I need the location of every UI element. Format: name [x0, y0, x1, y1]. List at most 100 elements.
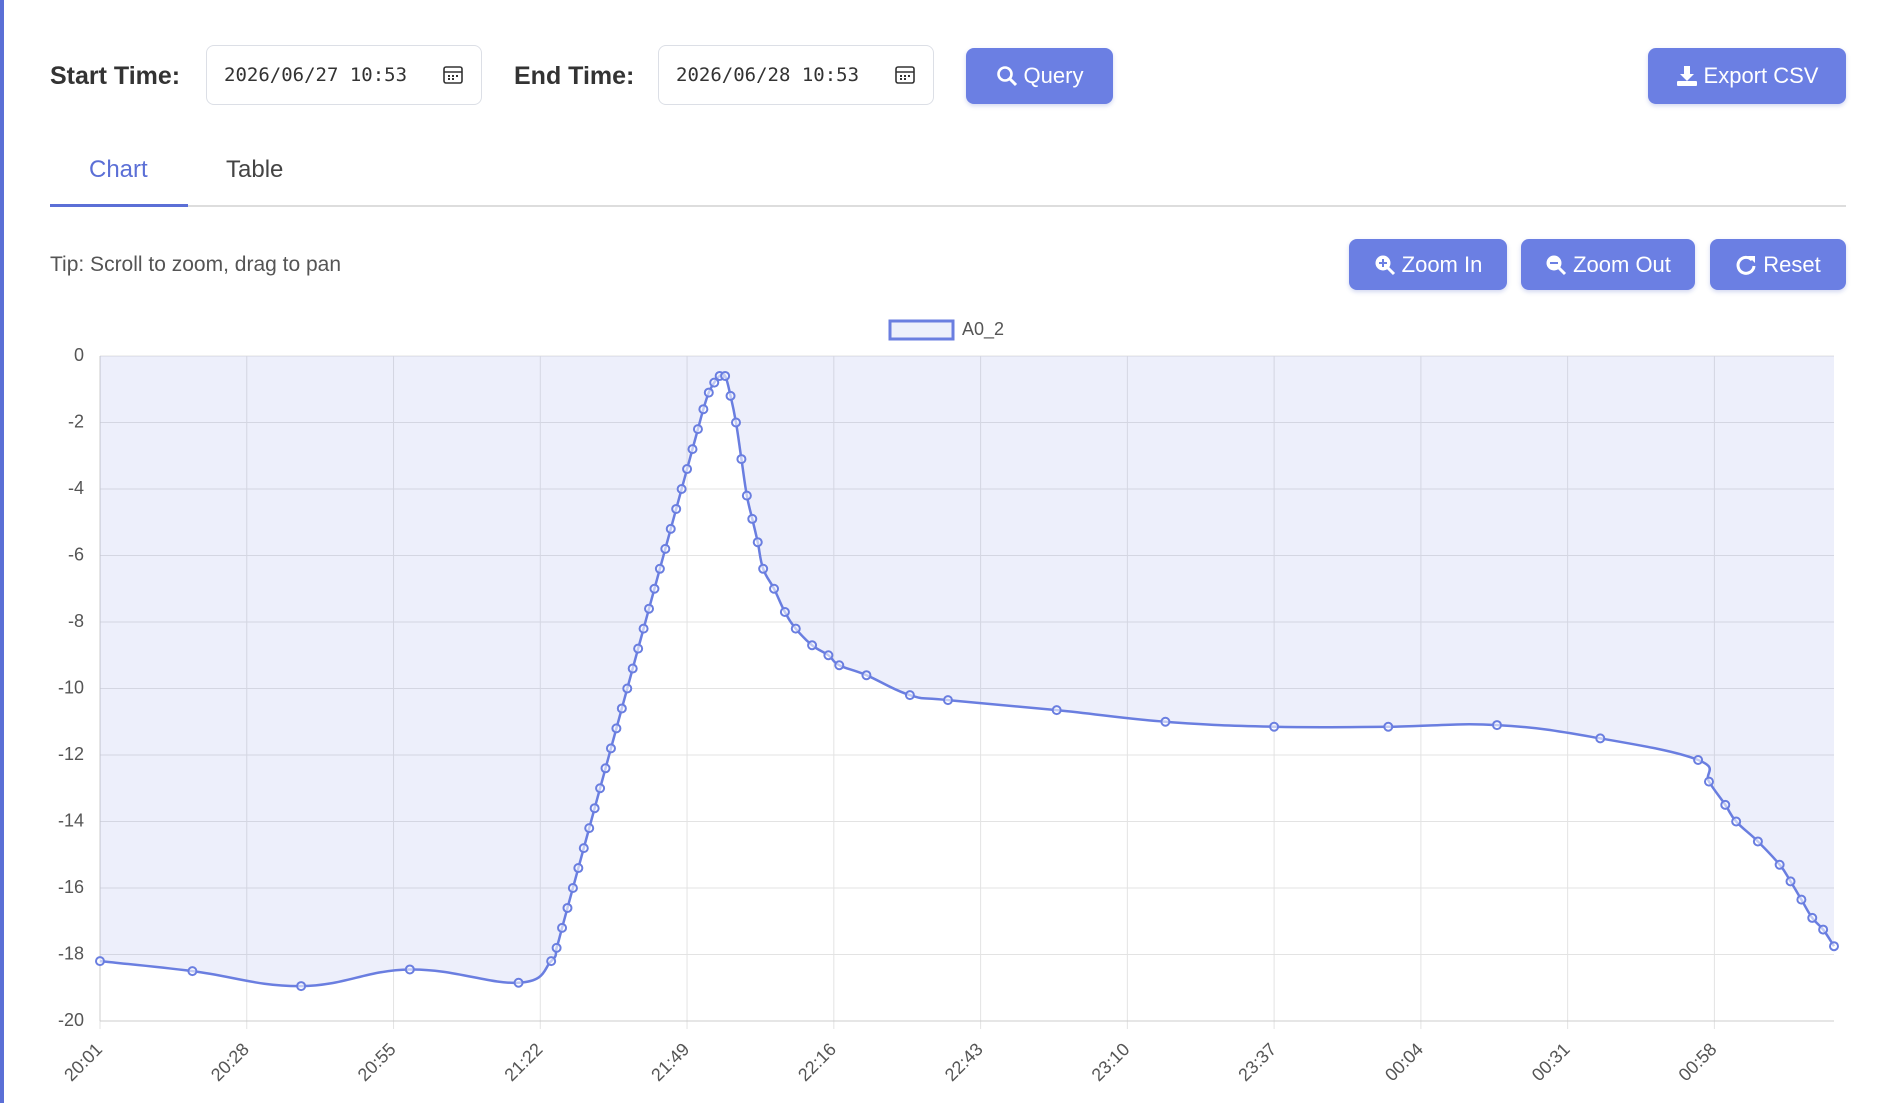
data-point: [790, 623, 801, 634]
x-tick-label: 23:10: [1088, 1039, 1134, 1085]
data-point: [187, 966, 198, 977]
data-point: [611, 723, 622, 734]
data-point: [741, 490, 752, 501]
y-tick-label: -10: [58, 677, 84, 697]
export-text: Export CSV: [1703, 63, 1819, 88]
y-tick-label: -14: [58, 810, 84, 830]
x-tick-label: 20:55: [354, 1039, 400, 1085]
data-point: [665, 523, 676, 534]
zoom-out-button[interactable]: Zoom Out: [1521, 239, 1695, 290]
x-tick-label: 20:01: [60, 1039, 106, 1085]
data-point: [660, 543, 671, 554]
data-point: [622, 683, 633, 694]
data-point: [551, 942, 562, 953]
data-point: [676, 484, 687, 494]
zoom-in-text: Zoom In: [1401, 251, 1483, 277]
data-point: [730, 417, 741, 428]
sidebar-edge: [0, 0, 4, 1103]
download-icon: [1676, 66, 1697, 86]
x-tick-label: 22:16: [794, 1039, 840, 1085]
y-tick-label: -4: [68, 478, 84, 498]
data-point: [807, 640, 818, 651]
data-point: [861, 670, 872, 681]
data-point: [725, 390, 736, 401]
data-point: [649, 583, 660, 594]
reset-button[interactable]: Reset: [1710, 239, 1846, 290]
data-point: [589, 803, 600, 814]
data-point: [703, 387, 714, 398]
calendar-icon: [895, 66, 915, 84]
data-point: [627, 663, 638, 674]
end-label: End Time:: [514, 62, 635, 90]
data-point: [747, 513, 758, 524]
tab-table[interactable]: Table: [226, 156, 284, 183]
tab-divider: [50, 205, 1846, 207]
start-value: 2026/06/27 10:53: [224, 64, 408, 86]
data-point: [1752, 836, 1763, 847]
area-fill: [100, 356, 1834, 987]
data-point: [1818, 924, 1829, 935]
end-input[interactable]: 2026/06/28 10:53: [658, 45, 934, 105]
data-point: [1774, 859, 1785, 870]
reset-icon: [1736, 255, 1756, 275]
data-point: [1383, 721, 1394, 732]
data-point: [942, 695, 953, 706]
data-point: [578, 843, 589, 854]
data-point: [720, 370, 731, 381]
data-point: [595, 783, 606, 794]
y-tick-label: -6: [68, 544, 84, 564]
y-tick-label: -12: [58, 744, 84, 764]
data-point: [1703, 776, 1714, 787]
data-point: [616, 703, 627, 714]
data-point: [709, 377, 720, 388]
start-label: Start Time:: [50, 62, 181, 90]
data-point: [1595, 733, 1606, 744]
data-point: [736, 454, 747, 465]
y-tick-label: -8: [68, 611, 84, 631]
y-tick-label: -20: [58, 1010, 84, 1030]
end-value: 2026/06/28 10:53: [676, 64, 860, 86]
legend-label: A0_2: [962, 319, 1004, 340]
y-tick-label: 0: [74, 345, 84, 365]
data-point: [1269, 721, 1280, 732]
data-point: [644, 603, 655, 614]
query-text: Query: [1023, 63, 1084, 88]
tab-chart[interactable]: Chart: [89, 156, 148, 183]
data-point: [752, 537, 763, 548]
x-tick-label: 20:28: [207, 1039, 253, 1085]
data-point: [687, 444, 698, 455]
tip-text: Tip: Scroll to zoom, drag to pan: [50, 253, 342, 276]
data-point: [1491, 720, 1502, 731]
data-point: [698, 404, 709, 415]
search-icon: [996, 66, 1017, 87]
chart: 0 -2 -4 -6 -8 -10 -12 -14 -16 -18 -20 20:01 20:28 20:…: [58, 319, 1839, 1085]
x-tick-label: 00:04: [1381, 1039, 1427, 1085]
data-point: [1051, 705, 1062, 716]
zoom-in-button[interactable]: Zoom In: [1349, 239, 1507, 290]
calendar-icon: [443, 66, 463, 84]
x-tick-label: 22:43: [941, 1039, 987, 1085]
data-point: [779, 607, 790, 618]
data-point: [633, 643, 644, 654]
data-point: [671, 503, 682, 514]
data-point: [546, 956, 557, 967]
data-point: [296, 981, 307, 992]
y-tick-label: -16: [58, 877, 84, 897]
x-tick-label: 00:31: [1528, 1039, 1574, 1085]
data-point: [567, 883, 578, 893]
data-point: [584, 823, 595, 834]
x-tick-label: 21:22: [500, 1039, 546, 1085]
reset-text: Reset: [1763, 251, 1821, 277]
data-point: [600, 763, 611, 774]
data-point: [404, 964, 415, 975]
export-button[interactable]: Export CSV: [1648, 48, 1846, 104]
data-point: [605, 743, 616, 754]
x-tick-label: 00:58: [1675, 1039, 1721, 1085]
data-point: [95, 956, 105, 967]
zoom-in-icon: [1375, 255, 1395, 275]
start-input[interactable]: 2026/06/27 10:53: [206, 45, 482, 105]
data-point: [1693, 754, 1704, 765]
query-button[interactable]: Query: [966, 48, 1113, 104]
data-point: [562, 902, 573, 913]
